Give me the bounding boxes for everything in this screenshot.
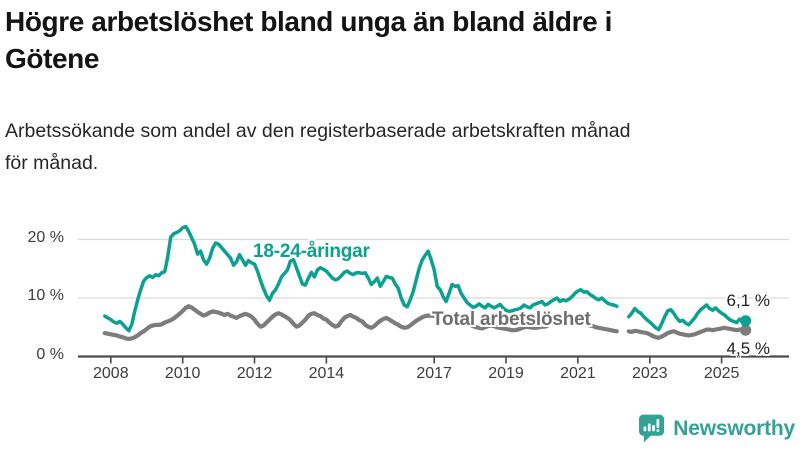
y-axis-label: 0 %: [36, 345, 64, 363]
series-label-young: 18-24-åringar: [253, 241, 370, 262]
chart-title: Högre arbetslöshet bland unga än bland ä…: [5, 3, 791, 77]
newsworthy-logo[interactable]: Newsworthy: [639, 414, 795, 444]
chart-title-line-1: Högre arbetslöshet bland unga än bland ä…: [5, 6, 613, 37]
y-axis-label: 20 %: [27, 228, 64, 246]
series-line-young: [103, 224, 748, 333]
x-axis-label: 2025: [703, 365, 740, 382]
x-axis-label: 2021: [560, 365, 596, 382]
series-line-total: [102, 304, 748, 341]
end-value-label-total: 4,5 %: [726, 339, 770, 358]
end-value-label-young: 6,1 %: [726, 291, 770, 310]
x-axis-label: 2008: [93, 365, 129, 382]
chart-subtitle: Arbetssökande som andel av den registerb…: [5, 115, 791, 179]
chart-subtitle-line-2: för månad.: [5, 152, 99, 174]
x-axis-label: 2023: [631, 365, 668, 382]
series-label-total: Total arbetslöshet: [432, 309, 591, 330]
chart-title-line-2: Götene: [5, 43, 100, 74]
x-axis-label: 2019: [488, 365, 524, 382]
x-axis-label: 2017: [416, 365, 452, 382]
y-axis-label: 10 %: [27, 287, 64, 304]
chart-subtitle-line-1: Arbetssökande som andel av den registerb…: [5, 120, 631, 142]
series-end-dot-young: [740, 315, 752, 327]
newsworthy-chart-bubble-icon: [639, 414, 665, 444]
newsworthy-logo-text: Newsworthy: [673, 417, 795, 440]
series-end-dot-total: [740, 324, 752, 336]
x-axis-label: 2014: [308, 365, 345, 382]
x-axis-label: 2010: [164, 365, 201, 382]
x-axis-label: 2012: [236, 365, 273, 382]
